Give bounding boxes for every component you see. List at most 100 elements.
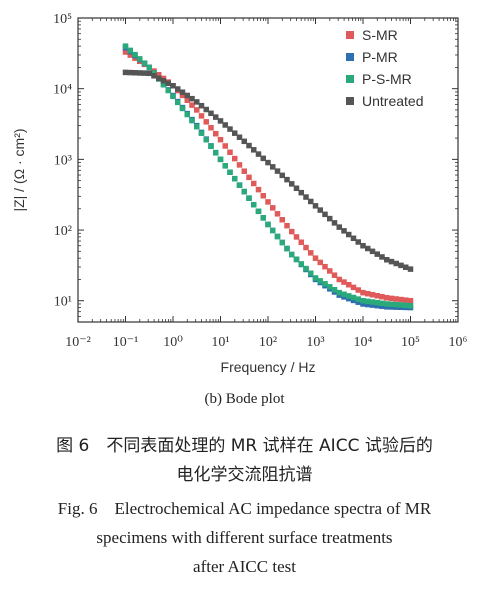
legend-marker bbox=[346, 31, 354, 39]
data-point bbox=[393, 296, 399, 302]
y-tick-label: 10¹ bbox=[54, 295, 72, 310]
data-point bbox=[255, 208, 262, 215]
data-point bbox=[403, 297, 409, 303]
data-point bbox=[165, 87, 171, 94]
data-point bbox=[198, 113, 205, 119]
x-tick-label: 10⁻² bbox=[65, 335, 91, 350]
data-point bbox=[270, 164, 276, 170]
data-point bbox=[341, 279, 347, 285]
x-tick-label: 10⁰ bbox=[163, 335, 183, 350]
y-tick-label: 10⁵ bbox=[53, 12, 72, 27]
data-point bbox=[379, 254, 385, 260]
data-point bbox=[227, 149, 233, 156]
data-point bbox=[308, 270, 314, 277]
data-point bbox=[384, 301, 390, 307]
data-point bbox=[374, 251, 380, 257]
caption-cn-line-2: 电化学交流阻抗谱 bbox=[176, 465, 313, 485]
data-point bbox=[308, 250, 314, 256]
data-point bbox=[293, 234, 300, 240]
data-point bbox=[213, 150, 219, 156]
y-tick-label: 10⁴ bbox=[53, 83, 72, 98]
x-tick-label: 10³ bbox=[306, 335, 324, 350]
data-point bbox=[251, 201, 257, 208]
data-point bbox=[279, 216, 285, 223]
data-point bbox=[293, 185, 300, 192]
data-point bbox=[255, 151, 262, 157]
data-point bbox=[289, 251, 295, 258]
legend: S-MR P-MR P-S-MR Untreated bbox=[346, 27, 423, 109]
data-point bbox=[260, 215, 266, 221]
legend-label: Untreated bbox=[362, 93, 423, 109]
data-point bbox=[127, 69, 133, 76]
y-tick-label: 10² bbox=[54, 224, 72, 239]
data-point bbox=[379, 303, 385, 309]
data-point bbox=[260, 155, 266, 162]
data-point bbox=[189, 95, 195, 102]
data-point bbox=[222, 122, 228, 128]
data-point bbox=[346, 281, 352, 288]
data-point bbox=[312, 203, 319, 209]
data-point bbox=[122, 69, 129, 76]
data-point bbox=[132, 51, 138, 58]
data-point bbox=[369, 291, 376, 298]
data-point bbox=[317, 278, 323, 284]
x-tick-label: 10⁻¹ bbox=[113, 335, 139, 350]
data-point bbox=[407, 302, 414, 309]
data-point bbox=[393, 260, 399, 267]
data-point bbox=[298, 189, 304, 196]
data-point bbox=[194, 99, 200, 105]
data-point bbox=[274, 168, 281, 174]
data-point bbox=[346, 295, 352, 302]
data-point bbox=[251, 147, 257, 153]
x-tick-label: 10⁵ bbox=[401, 335, 420, 350]
legend-marker bbox=[346, 75, 354, 83]
data-point bbox=[374, 302, 380, 309]
data-point bbox=[217, 136, 224, 143]
legend-label: S-MR bbox=[362, 27, 398, 43]
data-point bbox=[379, 294, 385, 300]
data-point bbox=[336, 276, 342, 283]
data-point bbox=[303, 244, 309, 251]
data-point bbox=[365, 245, 371, 252]
data-point bbox=[298, 261, 304, 267]
data-point bbox=[265, 159, 271, 166]
data-point bbox=[365, 290, 371, 297]
figure-caption-chinese: 图 6 不同表面处理的 MR 试样在 AICC 试验后的 电化学交流阻抗谱 bbox=[0, 432, 489, 490]
data-point bbox=[179, 105, 186, 112]
y-axis-label: |Z| / (Ω · cm²) bbox=[11, 128, 27, 211]
data-point bbox=[122, 49, 129, 55]
data-point bbox=[232, 175, 238, 182]
data-point bbox=[298, 239, 304, 245]
data-point bbox=[388, 301, 395, 308]
data-point bbox=[194, 107, 200, 113]
data-point bbox=[346, 231, 352, 238]
series-layer bbox=[122, 43, 414, 311]
data-point bbox=[127, 52, 133, 58]
data-point bbox=[170, 93, 176, 100]
data-point bbox=[175, 99, 181, 106]
data-point bbox=[331, 272, 338, 278]
data-point bbox=[184, 111, 190, 118]
data-point bbox=[213, 130, 219, 137]
caption-en-line-2: specimens with different surface treatme… bbox=[96, 528, 393, 547]
data-point bbox=[360, 242, 366, 249]
data-point bbox=[241, 138, 247, 145]
data-point bbox=[369, 302, 376, 308]
data-point bbox=[198, 102, 205, 109]
data-point bbox=[388, 295, 395, 302]
data-point bbox=[384, 304, 390, 310]
data-point bbox=[388, 258, 395, 265]
data-point bbox=[279, 172, 285, 179]
data-point bbox=[156, 75, 162, 82]
data-point bbox=[284, 176, 290, 183]
data-point bbox=[265, 221, 271, 228]
data-point bbox=[274, 233, 281, 240]
data-point bbox=[355, 239, 361, 245]
data-point bbox=[203, 119, 209, 125]
data-point bbox=[203, 137, 209, 143]
data-point bbox=[189, 102, 195, 108]
figure-caption-english: Fig. 6 Electrochemical AC impedance spec… bbox=[0, 494, 489, 581]
data-point bbox=[407, 266, 414, 272]
data-point bbox=[289, 228, 295, 235]
data-point bbox=[255, 186, 262, 193]
